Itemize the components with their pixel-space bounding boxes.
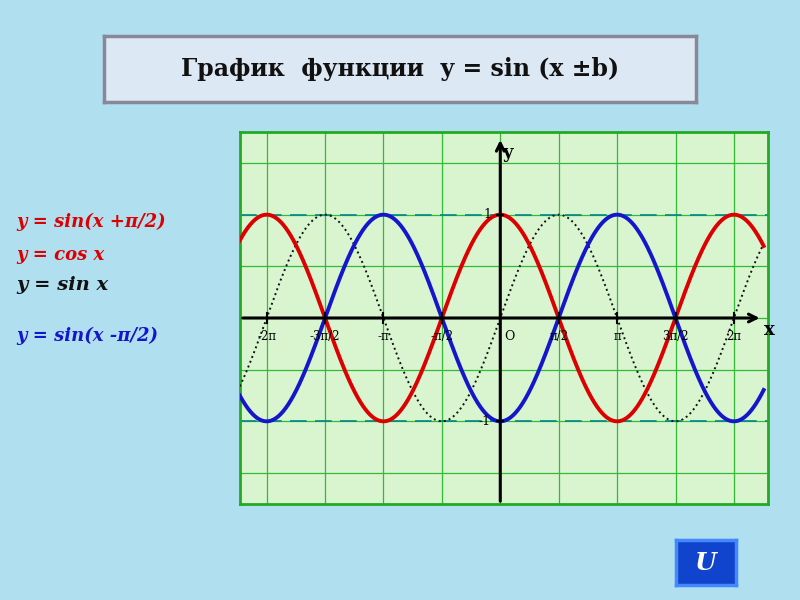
Text: -1: -1 [479,415,491,428]
Text: -3π/2: -3π/2 [310,331,340,343]
Text: π/2: π/2 [549,331,568,343]
Text: 1: 1 [483,208,491,221]
Text: -π/2: -π/2 [430,331,454,343]
Text: График  функции  y = sin (x ±b): График функции y = sin (x ±b) [181,57,619,81]
Text: y = sin(x +π/2): y = sin(x +π/2) [16,213,166,231]
Text: x: x [764,322,775,340]
Text: y = sin(x -π/2): y = sin(x -π/2) [16,327,158,345]
Text: U: U [695,551,717,575]
Text: O: O [504,331,514,343]
Text: -2π: -2π [257,331,276,343]
Text: 2π: 2π [726,331,742,343]
Text: y = sin x: y = sin x [16,276,108,294]
Text: y = cos x: y = cos x [16,246,104,264]
Text: 3π/2: 3π/2 [662,331,689,343]
Text: π: π [614,331,621,343]
Text: -π: -π [378,331,390,343]
Text: y: y [502,145,513,163]
